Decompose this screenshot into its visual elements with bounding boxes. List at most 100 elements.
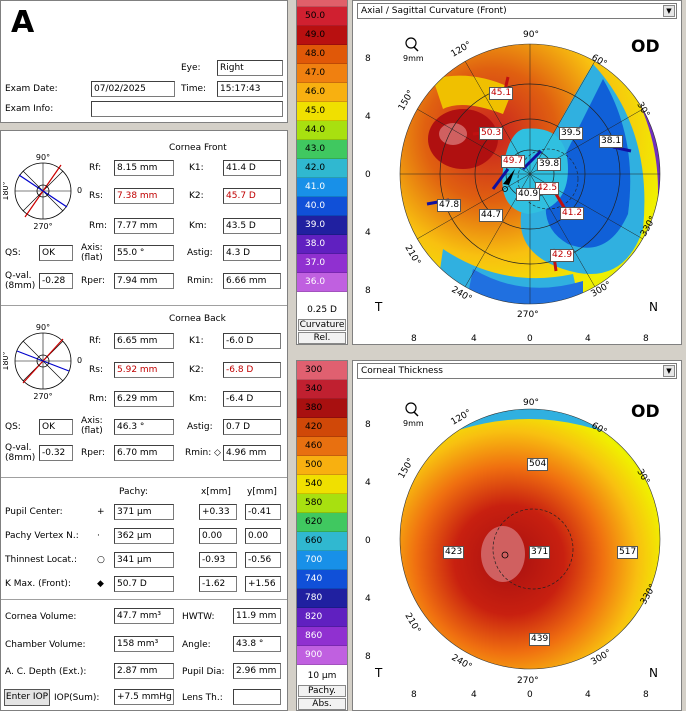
front-axis-field[interactable]: 55.0 ° [114, 245, 174, 261]
y-tick: 4 [365, 228, 371, 238]
pachy-scale-row: 380 [297, 399, 347, 418]
map-value: 44.7 [479, 209, 504, 222]
front-k2-field[interactable]: 45.7 D [223, 188, 281, 204]
x-col-header: x[mm] [201, 487, 231, 497]
map-value: 49.7 [501, 155, 526, 168]
curvature-scale-row: 36.0 [297, 273, 347, 292]
lens-th-field[interactable] [233, 689, 281, 705]
pachy-row-value[interactable]: 341 µm [114, 552, 174, 568]
eye-field[interactable]: Right [217, 60, 283, 76]
pachy-row-x[interactable]: -1.62 [199, 576, 237, 592]
front-qval-field[interactable]: -0.28 [39, 273, 73, 289]
back-rs-field[interactable]: 5.92 mm [114, 362, 174, 378]
back-rper-field[interactable]: 6.70 mm [114, 445, 174, 461]
back-rmin-field[interactable]: 4.96 mm [223, 445, 281, 461]
map-value: 50.3 [479, 127, 504, 140]
pachy-abs[interactable]: Abs. [298, 698, 346, 710]
back-k1-field[interactable]: -6.0 D [223, 333, 281, 349]
pachy-row-y[interactable]: -0.41 [245, 504, 281, 520]
front-rmin-field[interactable]: 6.66 mm [223, 273, 281, 289]
front-rper-field[interactable]: 7.94 mm [114, 273, 174, 289]
back-axis-field[interactable]: 46.3 ° [114, 419, 174, 435]
pachy-row-symbol: · [97, 531, 100, 541]
angle-field[interactable]: 43.8 ° [233, 636, 281, 652]
pachy-row-y[interactable]: -0.56 [245, 552, 281, 568]
deg-240: 240° [450, 653, 474, 673]
curvature-scale-row: 39.0 [297, 216, 347, 235]
chevron-down-icon[interactable]: ▼ [663, 365, 675, 377]
back-k1-label: K1: [189, 336, 204, 346]
hwtw-field[interactable]: 11.9 mm [233, 608, 281, 624]
back-qval-field[interactable]: -0.32 [39, 445, 73, 461]
map-value: 41.2 [560, 207, 585, 220]
exam-date-field[interactable]: 07/02/2025 [91, 81, 175, 97]
back-km-field[interactable]: -6.4 D [223, 391, 281, 407]
curvature-map-panel: Axial / Sagittal Curvature (Front) ▼ [352, 0, 682, 345]
acd-field[interactable]: 2.87 mm [114, 663, 174, 679]
front-rf-field[interactable]: 8.15 mm [114, 160, 174, 176]
back-qs-field[interactable]: OK [39, 419, 73, 435]
front-rm-field[interactable]: 7.77 mm [114, 218, 174, 234]
iop-field[interactable]: +7.5 mmHg [114, 689, 174, 705]
curvature-mode[interactable]: Curvature [298, 319, 346, 331]
map-value: 40.9 [516, 188, 541, 201]
curvature-scale-row: 49.0 [297, 26, 347, 45]
map-value: 517 [617, 546, 639, 559]
map-type-dropdown[interactable]: Corneal Thickness ▼ [357, 363, 677, 379]
curvature-scale-row: 43.0 [297, 140, 347, 159]
dial-front-top: 90° [36, 153, 50, 162]
map-type-dropdown[interactable]: Axial / Sagittal Curvature (Front) ▼ [357, 3, 677, 19]
pachy-row-x[interactable]: -0.93 [199, 552, 237, 568]
back-rf-field[interactable]: 6.65 mm [114, 333, 174, 349]
pachy-row-label: Pachy Vertex N.: [5, 531, 79, 541]
chamber-volume-label: Chamber Volume: [5, 640, 86, 650]
pachy-scale-row: 580 [297, 494, 347, 513]
back-rm-field[interactable]: 6.29 mm [114, 391, 174, 407]
front-qs-field[interactable]: OK [39, 245, 73, 261]
map-value: 39.5 [559, 127, 584, 140]
front-rm-label: Rm: [89, 221, 108, 231]
patient-panel: A Eye: Right Exam Date: 07/02/2025 Time:… [0, 0, 288, 123]
time-field[interactable]: 15:17:43 [217, 81, 283, 97]
pachy-row-value[interactable]: 50.7 D [114, 576, 174, 592]
acd-label: A. C. Depth (Ext.): [5, 667, 87, 677]
dial-back-right: 0° [77, 356, 83, 365]
y-tick: 8 [365, 652, 371, 662]
pachy-scale-row: 460 [297, 437, 347, 456]
front-rs-field[interactable]: 7.38 mm [114, 188, 174, 204]
pachy-row-y[interactable]: +1.56 [245, 576, 281, 592]
exam-info-field[interactable] [91, 101, 283, 117]
pachy-mode[interactable]: Pachy. [298, 685, 346, 697]
front-k1-field[interactable]: 41.4 D [223, 160, 281, 176]
back-astig-field[interactable]: 0.7 D [223, 419, 281, 435]
curvature-scale-row: 51.0 [297, 0, 347, 7]
pachy-row-symbol: + [97, 507, 105, 517]
chevron-down-icon[interactable]: ▼ [663, 5, 675, 17]
pachy-row-value[interactable]: 362 µm [114, 528, 174, 544]
dial-back-left: 180° [3, 351, 10, 370]
curvature-rel[interactable]: Rel. [298, 332, 346, 344]
pachy-row-symbol: ◆ [97, 579, 104, 589]
pachy-row-y[interactable]: 0.00 [245, 528, 281, 544]
zoom-label: 9mm [403, 54, 424, 63]
front-k1-label: K1: [189, 163, 204, 173]
cornea-front-title: Cornea Front [169, 143, 227, 153]
temporal-label: T [374, 666, 383, 680]
curvature-scale-row: 40.0 [297, 197, 347, 216]
pachy-row-x[interactable]: +0.33 [199, 504, 237, 520]
pupil-dia-field[interactable]: 2.96 mm [233, 663, 281, 679]
enter-iop-button[interactable]: Enter IOP [4, 689, 50, 706]
curvature-scale-row: 44.0 [297, 121, 347, 140]
pachy-row-x[interactable]: 0.00 [199, 528, 237, 544]
nasal-label: N [649, 666, 658, 680]
pachy-row-value[interactable]: 371 µm [114, 504, 174, 520]
pachy-scale-row: 740 [297, 570, 347, 589]
front-astig-field[interactable]: 4.3 D [223, 245, 281, 261]
front-km-field[interactable]: 43.5 D [223, 218, 281, 234]
cornea-volume-field[interactable]: 47.7 mm³ [114, 608, 174, 624]
back-astig-label: Astig: [187, 422, 213, 432]
map-value: 42.9 [550, 249, 575, 262]
chamber-volume-field[interactable]: 158 mm³ [114, 636, 174, 652]
kmax-diamond-icon: ◇ [214, 448, 221, 458]
back-k2-field[interactable]: -6.8 D [223, 362, 281, 378]
